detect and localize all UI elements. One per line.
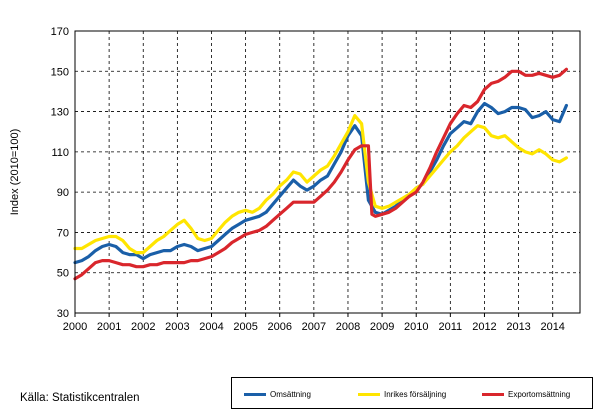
x-tick-label: 2000 <box>63 321 87 333</box>
series-lines <box>73 67 568 281</box>
x-tick-label: 2004 <box>199 321 223 333</box>
y-tick-label: 170 <box>51 26 69 38</box>
x-tick-label: 2002 <box>131 321 155 333</box>
legend-item-3: Exportomsättning <box>482 390 570 399</box>
x-tick-label: 2001 <box>97 321 121 333</box>
legend: Omsättning Inrikes försäljning Exportoms… <box>231 377 593 409</box>
legend-label-2: Inrikes försäljning <box>384 390 447 399</box>
source-note: Källa: Statistikcentralen <box>20 392 140 404</box>
x-tick-label: 2012 <box>472 321 496 333</box>
x-tick-label: 2007 <box>302 321 326 333</box>
legend-item-1: Omsättning <box>244 390 311 399</box>
plot-frame <box>74 30 581 314</box>
grid <box>75 31 580 313</box>
y-tick-label: 150 <box>51 66 69 78</box>
legend-item-2: Inrikes försäljning <box>358 390 446 399</box>
axes: 30 50 70 90 110 130 150 170 2000 2001 2002 2003 2004… <box>51 26 581 333</box>
x-tick-label: 2013 <box>506 321 530 333</box>
x-tick-label: 2014 <box>540 321 564 333</box>
y-tick-label: 130 <box>51 107 69 119</box>
y-tick-label: 50 <box>57 268 69 280</box>
x-tick-label: 2011 <box>439 321 463 333</box>
y-axis-title: Index (2010=100) <box>9 129 21 216</box>
y-tick-label: 110 <box>51 147 69 159</box>
x-tick-label: 2008 <box>336 321 360 333</box>
y-tick-label: 30 <box>57 308 69 320</box>
x-tick-label: 2006 <box>267 321 291 333</box>
y-tick-label: 70 <box>57 227 69 239</box>
legend-label-3: Exportomsättning <box>508 390 571 399</box>
x-tick-label: 2009 <box>370 321 394 333</box>
y-tick-label: 90 <box>57 187 69 199</box>
legend-swatch-1 <box>244 393 266 396</box>
x-tick-label: 2003 <box>165 321 189 333</box>
series-line-3 <box>73 67 568 281</box>
x-tick-label: 2005 <box>233 321 257 333</box>
series-line-1 <box>73 101 568 265</box>
legend-swatch-2 <box>358 393 380 396</box>
x-tick-label: 2010 <box>404 321 428 333</box>
series-line-2 <box>73 114 568 255</box>
legend-swatch-3 <box>482 393 504 396</box>
legend-label-1: Omsättning <box>270 390 311 399</box>
